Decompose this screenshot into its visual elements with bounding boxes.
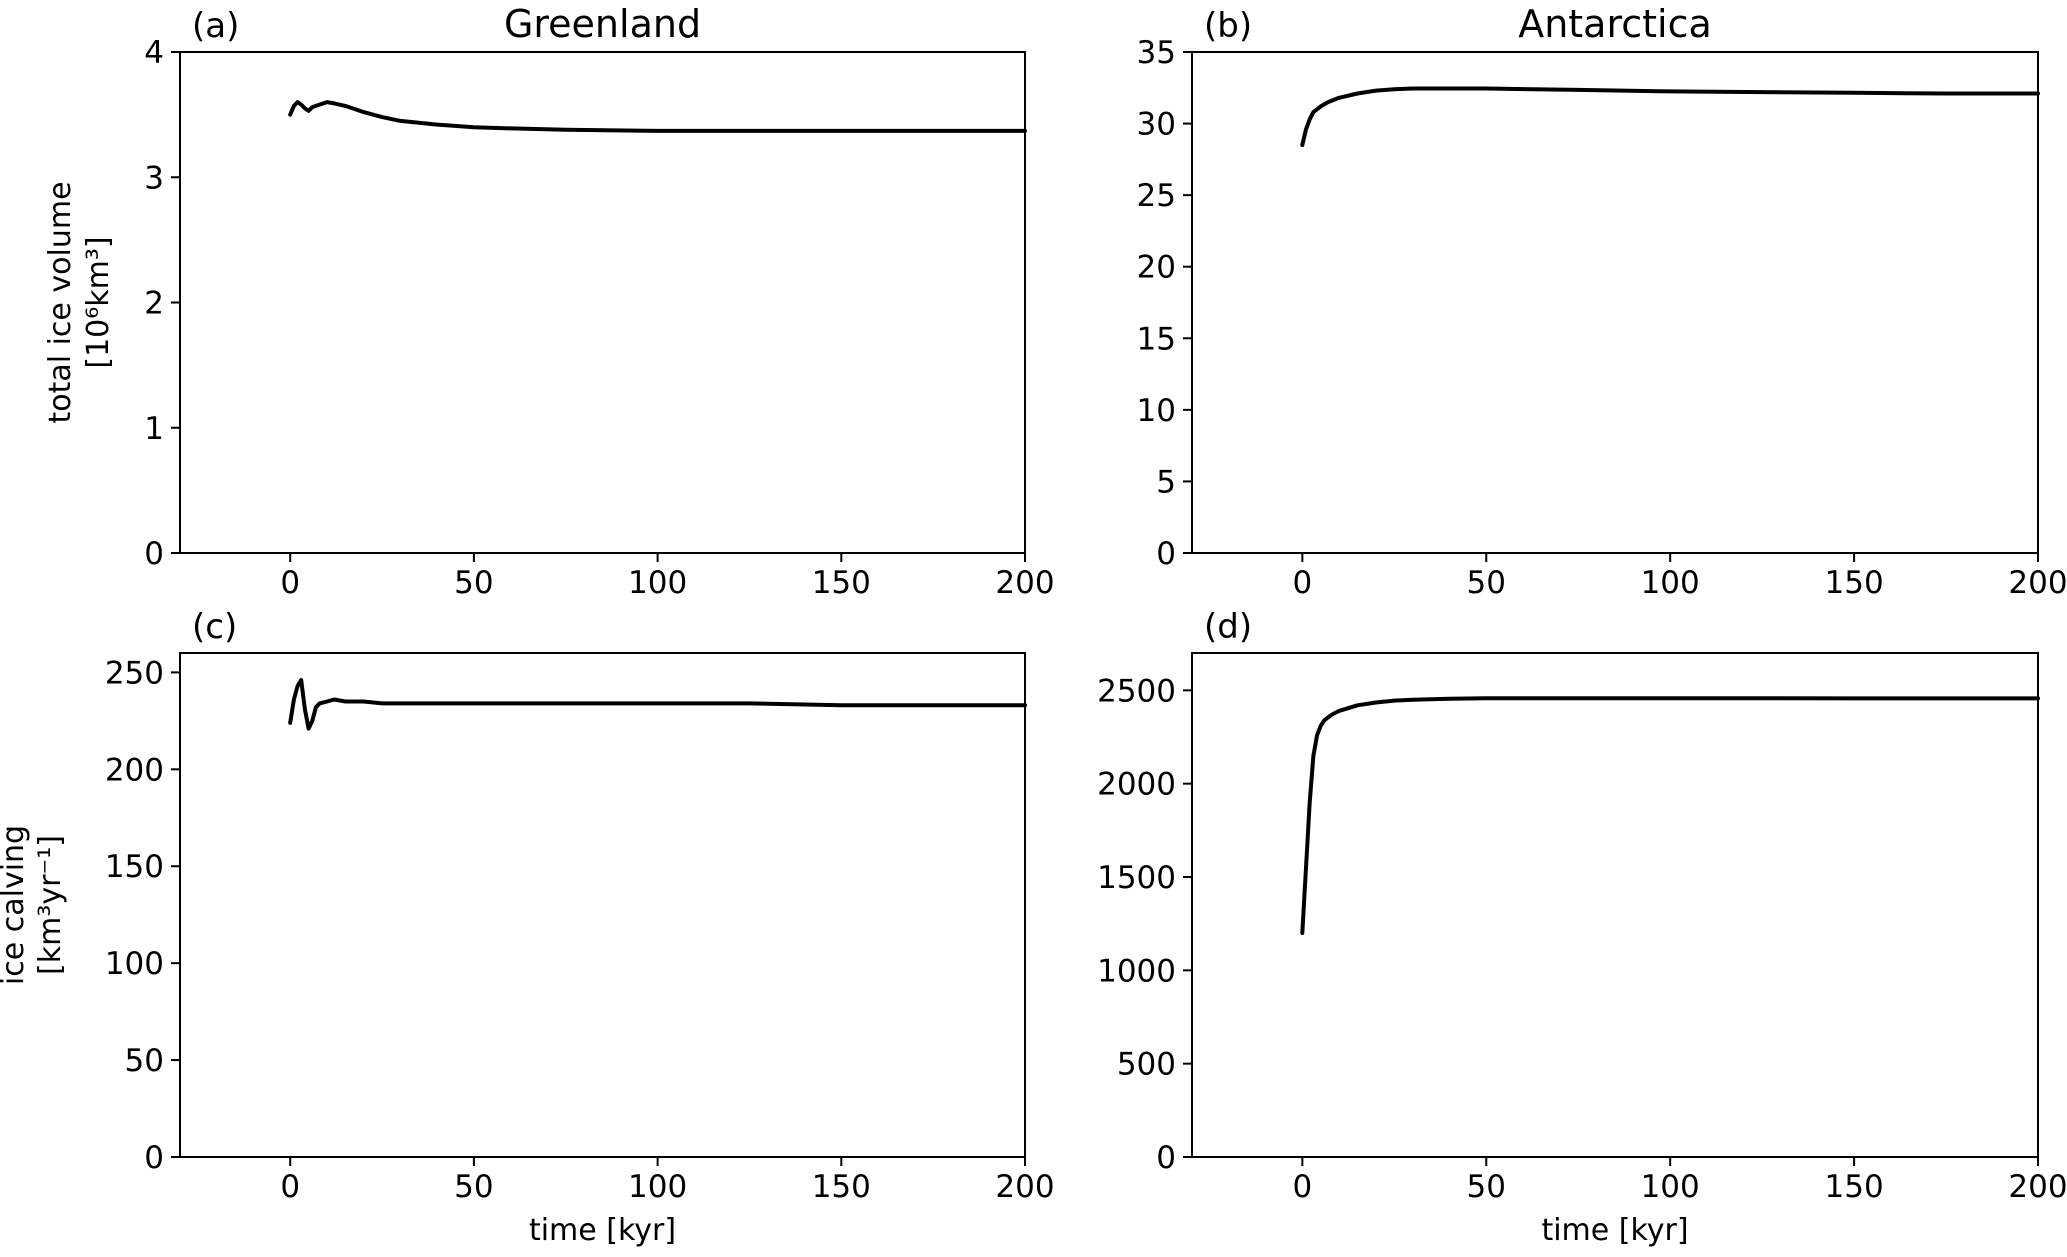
y-axis-label: [km³yr⁻¹] — [33, 835, 68, 975]
panel-d: 0 50 100 150 20005001000150020002500(d)time … — [1097, 607, 2067, 1248]
series-line — [288, 100, 1027, 133]
x-tick-label: 50 — [454, 1169, 493, 1205]
x-tick-label: 200 — [2008, 565, 2067, 601]
y-tick-label: 500 — [1117, 1047, 1176, 1083]
y-tick-label: 5 — [1156, 464, 1176, 500]
y-tick-label: 100 — [105, 946, 164, 982]
panel-a: 0 50 100 150 200 0 1 2 3 4 (a) Greenland total ice v… — [43, 2, 1055, 601]
y-tick-label: 20 — [1137, 250, 1176, 286]
x-tick-label: 0 — [280, 565, 300, 601]
y-tick-label: 250 — [105, 655, 164, 691]
panel-label: (c) — [192, 607, 237, 647]
y-tick-label: 2 — [144, 286, 164, 322]
y-tick-label: 1500 — [1097, 860, 1176, 896]
x-tick-label: 200 — [995, 1169, 1054, 1205]
y-tick-label: 35 — [1137, 35, 1176, 71]
panel-b: 0 50 100 150 200 0 5 10 15 20 25 30 35 (b) Antarctica — [1137, 2, 2067, 601]
panel-label: (a) — [192, 6, 239, 46]
y-axis-label: [10⁶km³] — [81, 236, 116, 368]
panel-title: Antarctica — [1518, 2, 1712, 46]
y-tick-label: 0 — [144, 536, 164, 572]
y-tick-label: 15 — [1137, 321, 1176, 357]
x-tick-label: 150 — [812, 565, 871, 601]
y-tick-label: 0 — [1156, 536, 1176, 572]
panel-title: Greenland — [504, 2, 701, 46]
x-tick-label: 100 — [1641, 1169, 1700, 1205]
series-line — [1300, 696, 2040, 935]
y-tick-label: 0 — [1156, 1140, 1176, 1176]
y-tick-label: 50 — [125, 1043, 164, 1079]
series-line — [288, 678, 1027, 731]
y-tick-label: 200 — [105, 752, 164, 788]
x-tick-label: 150 — [812, 1169, 871, 1205]
y-tick-label: 2000 — [1097, 767, 1176, 803]
y-tick-label: 30 — [1137, 107, 1176, 143]
y-tick-label: 150 — [105, 849, 164, 885]
plot-frame — [179, 652, 1026, 1158]
series-line — [1300, 86, 2040, 147]
y-axis-label: total ice volume — [43, 181, 78, 423]
x-axis-label: time [kyr] — [1541, 1213, 1688, 1248]
y-tick-label: 2500 — [1097, 673, 1176, 709]
y-tick-label: 0 — [144, 1140, 164, 1176]
y-tick-label: 4 — [144, 35, 164, 71]
x-tick-label: 100 — [628, 1169, 687, 1205]
y-tick-label: 25 — [1137, 178, 1176, 214]
x-axis-label: time [kyr] — [529, 1213, 676, 1248]
x-tick-label: 0 — [1292, 565, 1312, 601]
panel-label: (b) — [1204, 6, 1252, 46]
x-tick-label: 50 — [454, 565, 493, 601]
panel-c: 0 50 100 150 200 0 50 100 150 200 250 (c) time [kyr]… — [0, 607, 1055, 1248]
x-tick-label: 150 — [1825, 565, 1884, 601]
x-tick-label: 0 — [280, 1169, 300, 1205]
plot-frame — [1191, 51, 2039, 554]
x-tick-label: 100 — [628, 565, 687, 601]
x-tick-label: 100 — [1641, 565, 1700, 601]
x-tick-label: 200 — [995, 565, 1054, 601]
y-tick-label: 10 — [1137, 393, 1176, 429]
y-axis-label: ice calving — [0, 825, 31, 985]
x-tick-label: 0 — [1292, 1169, 1312, 1205]
x-tick-label: 200 — [2008, 1169, 2067, 1205]
x-tick-label: 50 — [1467, 1169, 1506, 1205]
x-tick-label: 150 — [1825, 1169, 1884, 1205]
x-tick-label: 50 — [1467, 565, 1506, 601]
panel-label: (d) — [1204, 607, 1252, 647]
plot-frame — [179, 51, 1026, 554]
y-tick-label: 1 — [144, 411, 164, 447]
plot-frame — [1191, 652, 2039, 1158]
y-tick-label: 1000 — [1097, 953, 1176, 989]
y-tick-label: 3 — [144, 160, 164, 196]
